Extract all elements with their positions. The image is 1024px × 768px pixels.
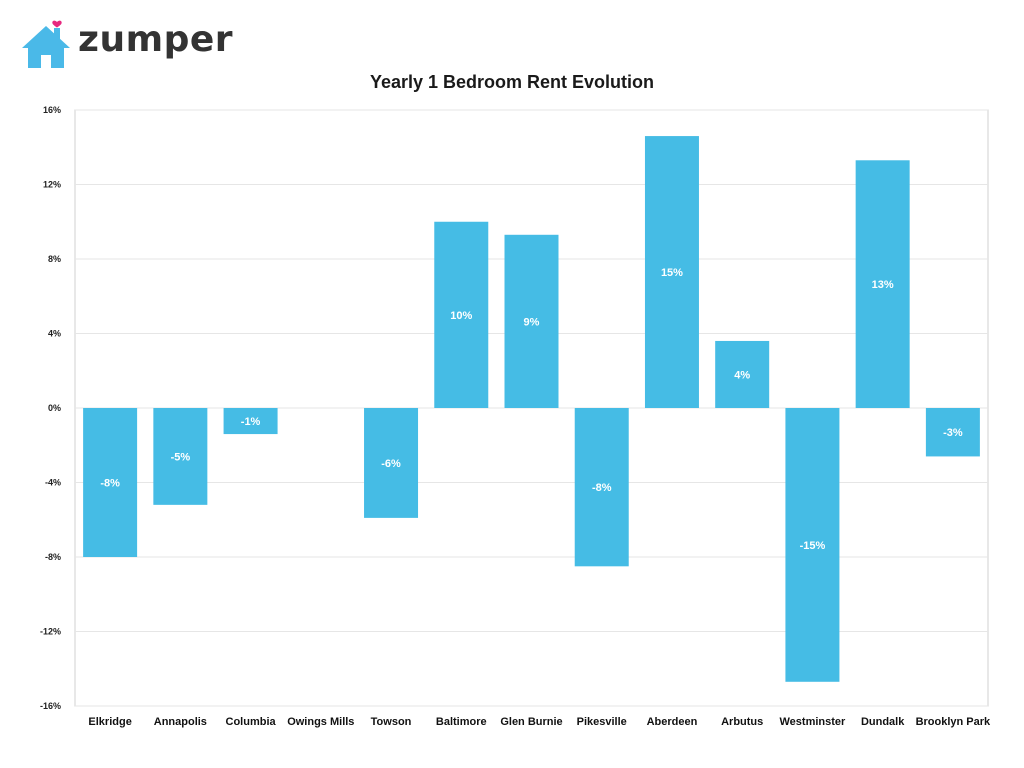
bar	[644, 136, 699, 408]
x-category-label: Baltimore	[436, 716, 487, 728]
x-category-label: Columbia	[226, 716, 277, 728]
chart-title: Yearly 1 Bedroom Rent Evolution	[369, 72, 655, 92]
bar-value-label: -8%	[100, 478, 120, 490]
bar-value-label: -15%	[800, 540, 826, 552]
y-tick-label: 4%	[48, 329, 61, 339]
bar-value-label: -3%	[943, 427, 963, 439]
y-tick-label: -12%	[40, 627, 61, 637]
x-category-label: Aberdeen	[647, 716, 698, 728]
brand-wordmark: zumper	[78, 19, 234, 60]
bar	[925, 408, 980, 457]
x-category-label: Owings Mills	[287, 716, 354, 728]
house-heart-icon	[22, 20, 70, 68]
y-tick-label: -4%	[45, 478, 61, 488]
bar-value-label: 9%	[524, 316, 540, 328]
x-category-label: Glen Burnie	[500, 716, 562, 728]
x-category-label: Towson	[371, 716, 412, 728]
x-category-label: Westminster	[780, 716, 847, 728]
x-category-label: Brooklyn Park	[916, 716, 991, 728]
bar-value-label: -8%	[592, 482, 612, 494]
bar-value-label: 10%	[450, 310, 472, 322]
x-category-label: Pikesville	[577, 716, 627, 728]
bar-value-label: 15%	[661, 267, 683, 279]
bar	[223, 408, 278, 435]
bar	[83, 408, 138, 557]
bar	[153, 408, 208, 505]
y-tick-label: -8%	[45, 552, 61, 562]
brand-logo: zumper	[20, 14, 233, 70]
bar	[574, 408, 629, 567]
bar-value-label: 4%	[734, 369, 750, 381]
bar-value-label: 13%	[872, 279, 894, 291]
y-tick-label: 12%	[43, 180, 61, 190]
bar	[364, 408, 419, 518]
x-category-label: Annapolis	[154, 716, 207, 728]
bar-value-label: -1%	[241, 416, 261, 428]
bar	[715, 340, 770, 408]
y-tick-label: 0%	[48, 403, 61, 413]
y-tick-label: 16%	[43, 105, 61, 115]
bar	[855, 160, 910, 408]
x-category-label: Arbutus	[721, 716, 763, 728]
y-tick-label: 8%	[48, 254, 61, 264]
x-category-label: Dundalk	[861, 716, 905, 728]
bar-value-label: -5%	[171, 451, 191, 463]
bar-value-label: -6%	[381, 458, 401, 470]
bar	[785, 408, 840, 682]
x-category-label: Elkridge	[88, 716, 131, 728]
y-tick-label: -16%	[40, 701, 61, 711]
bar	[504, 234, 559, 408]
bar	[434, 221, 489, 408]
